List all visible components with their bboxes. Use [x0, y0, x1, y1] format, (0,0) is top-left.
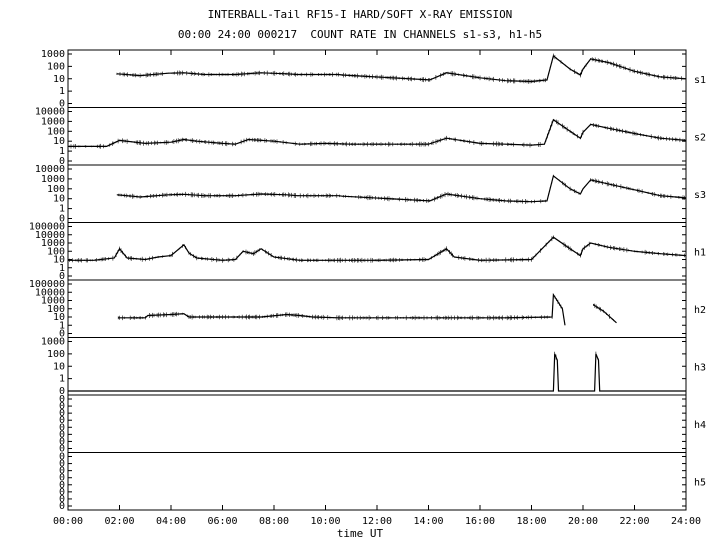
y-tick-label: 1000	[41, 49, 65, 60]
y-tick-label: 1	[59, 320, 65, 331]
series-line-s1	[116, 54, 687, 83]
x-tick-label: 06:00	[207, 516, 237, 527]
y-tick-label: 10	[53, 312, 65, 323]
y-tick-label: 0	[59, 394, 65, 405]
y-tick-label: 0	[59, 99, 65, 110]
y-tick-label: 100	[47, 61, 65, 72]
y-tick-label: 0	[59, 401, 65, 412]
y-tick-label: 0	[59, 487, 65, 498]
y-tick-label: 0	[59, 459, 65, 470]
y-tick-label: 0	[59, 386, 65, 397]
y-tick-label: 0	[59, 466, 65, 477]
y-tick-label: 10	[53, 361, 65, 372]
series-noise-h1	[67, 235, 685, 263]
series-noise-s3	[116, 174, 685, 204]
y-tick-label: 10000	[35, 107, 65, 118]
y-tick-label: 10000	[35, 164, 65, 175]
x-tick-label: 10:00	[310, 516, 340, 527]
y-tick-label: 0	[59, 408, 65, 419]
series-noise-h2	[117, 294, 616, 322]
y-tick-label: 0	[59, 214, 65, 225]
y-tick-label: 100000	[29, 279, 65, 290]
x-tick-label: 14:00	[413, 516, 443, 527]
y-tick-label: 10	[53, 255, 65, 266]
y-tick-label: 1	[59, 86, 65, 97]
panel-label-h4: h4	[694, 420, 706, 431]
x-tick-label: 18:00	[516, 516, 546, 527]
y-tick-label: 1000	[41, 116, 65, 127]
y-tick-label: 1000	[41, 238, 65, 249]
y-tick-label: 0	[59, 156, 65, 167]
y-tick-label: 100	[47, 126, 65, 137]
y-tick-label: 0	[59, 452, 65, 463]
y-tick-label: 0	[59, 436, 65, 447]
series-noise-s2	[67, 119, 685, 149]
y-tick-label: 1	[59, 146, 65, 157]
chart-subtitle: 00:00 24:00 000217 COUNT RATE IN CHANNEL…	[177, 28, 543, 41]
y-tick-label: 100	[47, 304, 65, 315]
y-tick-label: 10	[53, 136, 65, 147]
y-tick-label: 1000	[41, 174, 65, 185]
panel-label-h3: h3	[694, 362, 706, 373]
panel-label-s2: s2	[694, 132, 706, 143]
y-tick-label: 1	[59, 204, 65, 215]
y-tick-label: 0	[59, 415, 65, 426]
y-tick-label: 100	[47, 246, 65, 257]
series-noise-h3	[554, 351, 600, 378]
y-tick-label: 1000	[41, 296, 65, 307]
series-noise-s1	[116, 53, 685, 84]
x-tick-label: 20:00	[568, 516, 598, 527]
y-tick-label: 0	[59, 444, 65, 455]
y-tick-label: 10000	[35, 230, 65, 241]
y-tick-label: 10	[53, 74, 65, 85]
y-tick-label: 0	[59, 329, 65, 340]
panel-label-h5: h5	[694, 477, 706, 488]
series-line-h3	[68, 353, 686, 392]
y-tick-label: 0	[59, 473, 65, 484]
y-tick-label: 0	[59, 480, 65, 491]
y-tick-label: 10	[53, 194, 65, 205]
panel-label-s1: s1	[694, 75, 706, 86]
series-line-s3	[116, 174, 687, 203]
panel-label-s3: s3	[694, 190, 706, 201]
x-tick-label: 24:00	[671, 516, 701, 527]
x-tick-label: 08:00	[259, 516, 289, 527]
x-tick-label: 12:00	[362, 516, 392, 527]
y-tick-label: 100	[47, 349, 65, 360]
x-tick-label: 02:00	[104, 516, 134, 527]
y-tick-label: 1	[59, 374, 65, 385]
x-axis-label: time UT	[336, 527, 384, 540]
y-tick-label: 0	[59, 271, 65, 282]
panel-label-h1: h1	[694, 247, 706, 258]
series-line-h2	[118, 292, 617, 326]
y-tick-label: 1000	[41, 337, 65, 348]
y-tick-label: 100000	[29, 222, 65, 233]
x-tick-label: 04:00	[156, 516, 186, 527]
y-tick-label: 0	[59, 422, 65, 433]
y-tick-label: 10000	[35, 287, 65, 298]
y-tick-label: 1	[59, 263, 65, 274]
chart-title: INTERBALL-Tail RF15-I HARD/SOFT X-RAY EM…	[207, 8, 513, 21]
x-tick-label: 16:00	[465, 516, 495, 527]
panel-label-h2: h2	[694, 305, 706, 316]
y-tick-label: 0	[59, 501, 65, 512]
y-tick-label: 0	[59, 429, 65, 440]
x-tick-label: 00:00	[53, 516, 83, 527]
y-tick-label: 100	[47, 184, 65, 195]
y-tick-label: 0	[59, 494, 65, 505]
x-tick-label: 22:00	[619, 516, 649, 527]
